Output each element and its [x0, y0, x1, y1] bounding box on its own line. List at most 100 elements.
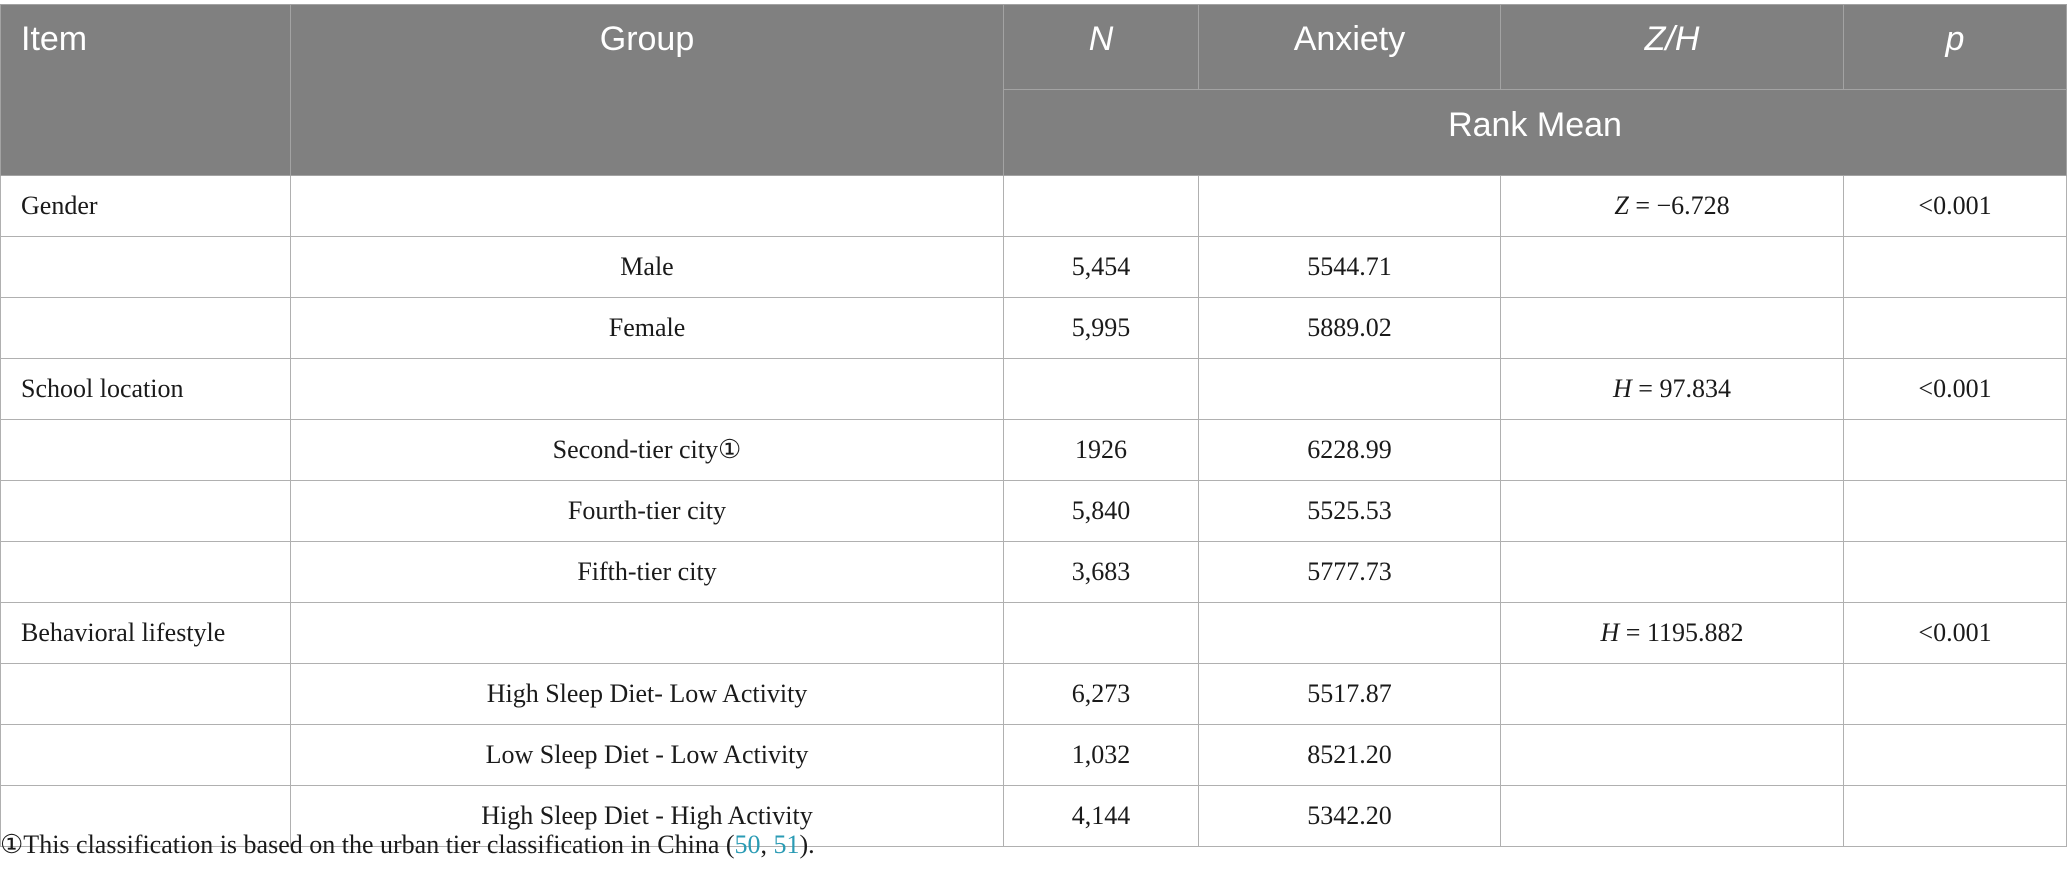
cell-group: Fourth-tier city: [290, 480, 1004, 542]
reference-link-50[interactable]: 50: [734, 830, 761, 859]
cell-p-value: [1843, 541, 2067, 603]
statistic-value: = 1195.882: [1619, 618, 1744, 647]
cell-anxiety-rank-mean: [1198, 602, 1501, 664]
cell-anxiety-rank-mean: 5544.71: [1198, 236, 1501, 298]
cell-item: [0, 419, 291, 481]
header-p: p: [1843, 4, 2067, 90]
cell-n: 4,144: [1003, 785, 1199, 847]
cell-p-value: [1843, 724, 2067, 786]
statistic-symbol: Z: [1614, 191, 1629, 220]
cell-p-value: <0.001: [1843, 175, 2067, 237]
cell-p-value: [1843, 297, 2067, 359]
table-row: High Sleep Diet - High Activity 4,144 5342…: [0, 785, 2067, 847]
table-row: Fourth-tier city 5,840 5525.53: [0, 480, 2067, 542]
cell-p-value: [1843, 480, 2067, 542]
cell-statistic: [1500, 541, 1844, 603]
cell-p-value: [1843, 785, 2067, 847]
cell-group: [290, 175, 1004, 237]
cell-statistic: [1500, 724, 1844, 786]
cell-n: 5,995: [1003, 297, 1199, 359]
results-table: Item Group N Anxiety Z/H p Rank Mean Gen…: [0, 4, 2067, 847]
statistic-value: = −6.728: [1628, 191, 1730, 220]
footnote-separator: ,: [760, 830, 774, 859]
cell-anxiety-rank-mean: 5342.20: [1198, 785, 1501, 847]
table-header: Item Group N Anxiety Z/H p Rank Mean: [0, 4, 2067, 176]
cell-group: Fifth-tier city: [290, 541, 1004, 603]
cell-statistic: Z = −6.728: [1500, 175, 1844, 237]
cell-n: [1003, 175, 1199, 237]
cell-p-value: [1843, 419, 2067, 481]
cell-item: [0, 541, 291, 603]
footnote-end: ).: [799, 830, 815, 859]
table-container: Item Group N Anxiety Z/H p Rank Mean Gen…: [0, 4, 2067, 847]
cell-anxiety-rank-mean: 8521.20: [1198, 724, 1501, 786]
cell-anxiety-rank-mean: 6228.99: [1198, 419, 1501, 481]
cell-statistic: [1500, 236, 1844, 298]
cell-statistic: [1500, 297, 1844, 359]
table-row: Male 5,454 5544.71: [0, 236, 2067, 298]
cell-statistic: [1500, 785, 1844, 847]
cell-p-value: [1843, 236, 2067, 298]
table-row: Low Sleep Diet - Low Activity 1,032 8521.2…: [0, 724, 2067, 786]
statistic-symbol: H: [1600, 618, 1620, 647]
table-row: School location H = 97.834 <0.001: [0, 358, 2067, 420]
reference-link-51[interactable]: 51: [773, 830, 800, 859]
cell-anxiety-rank-mean: [1198, 175, 1501, 237]
cell-anxiety-rank-mean: 5525.53: [1198, 480, 1501, 542]
cell-statistic: [1500, 419, 1844, 481]
table-row: Fifth-tier city 3,683 5777.73: [0, 541, 2067, 603]
footnote-text: ①This classification is based on the urb…: [0, 830, 735, 859]
header-group: Group: [290, 4, 1004, 176]
cell-n: [1003, 358, 1199, 420]
table-row: Female 5,995 5889.02: [0, 297, 2067, 359]
cell-item: [0, 236, 291, 298]
header-item: Item: [0, 4, 291, 176]
cell-item: [0, 785, 291, 847]
cell-group: Low Sleep Diet - Low Activity: [290, 724, 1004, 786]
cell-group: Male: [290, 236, 1004, 298]
cell-n: 6,273: [1003, 663, 1199, 725]
header-n: N: [1003, 4, 1199, 90]
cell-group: High Sleep Diet- Low Activity: [290, 663, 1004, 725]
cell-statistic: [1500, 663, 1844, 725]
cell-group: Female: [290, 297, 1004, 359]
cell-group: Second-tier city①: [290, 419, 1004, 481]
footnote: ①This classification is based on the urb…: [0, 830, 815, 860]
cell-item: [0, 724, 291, 786]
cell-group: [290, 358, 1004, 420]
cell-item: Gender: [0, 175, 291, 237]
table-row: High Sleep Diet- Low Activity 6,273 5517.8…: [0, 663, 2067, 725]
cell-n: 1926: [1003, 419, 1199, 481]
cell-n: 3,683: [1003, 541, 1199, 603]
cell-anxiety-rank-mean: 5777.73: [1198, 541, 1501, 603]
statistic-value: = 97.834: [1631, 374, 1731, 403]
cell-p-value: <0.001: [1843, 358, 2067, 420]
cell-p-value: <0.001: [1843, 602, 2067, 664]
cell-p-value: [1843, 663, 2067, 725]
cell-statistic: H = 97.834: [1500, 358, 1844, 420]
cell-item: [0, 480, 291, 542]
cell-n: 5,454: [1003, 236, 1199, 298]
cell-anxiety-rank-mean: 5889.02: [1198, 297, 1501, 359]
cell-group: High Sleep Diet - High Activity: [290, 785, 1004, 847]
header-rank-mean: Rank Mean: [1003, 89, 2067, 176]
table-row: Gender Z = −6.728 <0.001: [0, 175, 2067, 237]
table-row: Behavioral lifestyle H = 1195.882 <0.001: [0, 602, 2067, 664]
cell-item: [0, 663, 291, 725]
cell-anxiety-rank-mean: [1198, 358, 1501, 420]
cell-statistic: H = 1195.882: [1500, 602, 1844, 664]
cell-item: [0, 297, 291, 359]
header-anxiety: Anxiety: [1198, 4, 1501, 90]
cell-anxiety-rank-mean: 5517.87: [1198, 663, 1501, 725]
cell-item: Behavioral lifestyle: [0, 602, 291, 664]
cell-group: [290, 602, 1004, 664]
cell-n: 5,840: [1003, 480, 1199, 542]
header-z-h: Z/H: [1500, 4, 1844, 90]
table-row: Second-tier city① 1926 6228.99: [0, 419, 2067, 481]
cell-n: [1003, 602, 1199, 664]
cell-statistic: [1500, 480, 1844, 542]
table-body: Gender Z = −6.728 <0.001 Male 5,454 5544.71 Fe…: [0, 175, 2067, 847]
statistic-symbol: H: [1613, 374, 1632, 403]
cell-item: School location: [0, 358, 291, 420]
cell-n: 1,032: [1003, 724, 1199, 786]
